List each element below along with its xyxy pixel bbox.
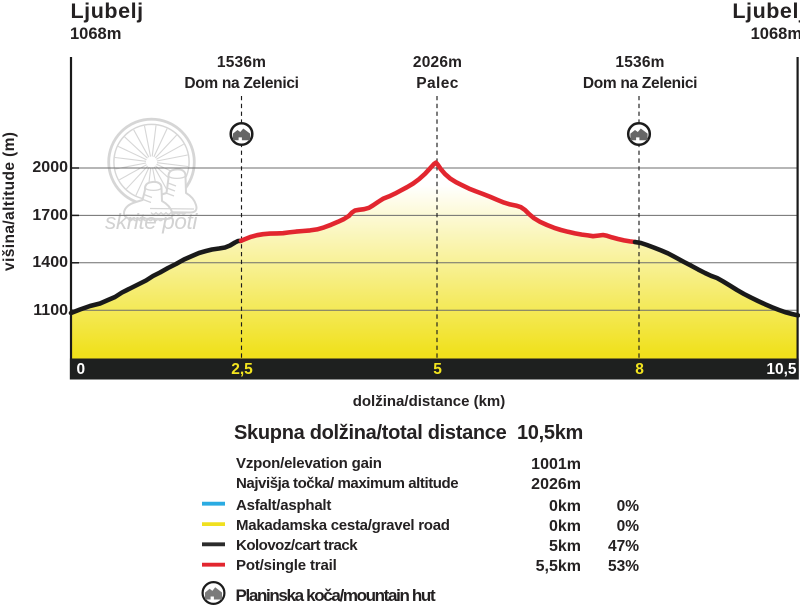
svg-text:skrite poti: skrite poti xyxy=(105,209,198,234)
